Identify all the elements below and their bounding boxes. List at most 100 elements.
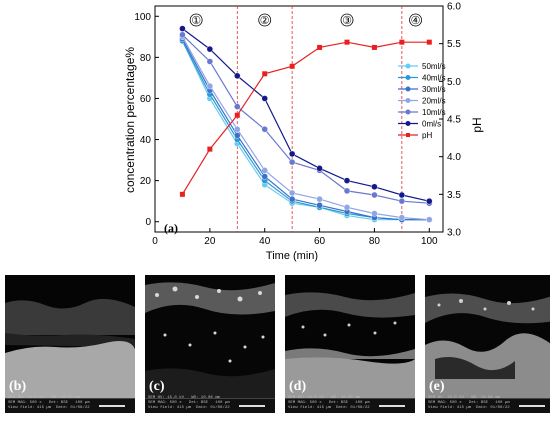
micrograph-info: SEM HV: 15.0 kV WD: 10.07 mm SEM MAG: 50… <box>8 396 90 410</box>
series-line <box>181 40 430 221</box>
y-tick-label-right: 5.0 <box>447 77 461 88</box>
data-point <box>206 58 214 65</box>
series-line <box>181 41 430 195</box>
y-axis-title-right: pH <box>470 117 484 132</box>
legend-marker <box>405 98 411 103</box>
micrograph-info: SEM HV: 15.0 kV WD: 10.06 mm SEM MAG: 50… <box>148 396 230 410</box>
micrograph-image <box>425 275 550 413</box>
legend-marker <box>405 63 411 69</box>
legend-label: 0ml/s <box>422 120 441 129</box>
x-tick-label: 40 <box>259 236 271 247</box>
micrograph-image <box>285 275 415 413</box>
data-point <box>234 103 241 110</box>
series-line <box>181 38 430 221</box>
stage-marker <box>409 13 422 27</box>
data-point <box>234 112 240 118</box>
data-point <box>371 191 378 199</box>
data-point <box>206 82 214 90</box>
legend-marker <box>405 121 411 126</box>
data-point <box>234 126 241 133</box>
sem-micrograph-e: SEM HV: 15.0 kV WD: 10.08 mm SEM MAG: 50… <box>425 275 550 413</box>
micrograph-image <box>5 275 135 413</box>
data-point <box>371 44 377 50</box>
sem-micrograph-d: SEM HV: 15.0 kV WD: 10.05 mm SEM MAG: 50… <box>285 275 415 413</box>
data-point <box>371 183 378 191</box>
stage-marker <box>258 13 272 27</box>
data-point <box>234 72 241 80</box>
micrograph-label: (d) <box>289 379 307 394</box>
data-point <box>398 197 406 205</box>
micrograph-info-bar <box>145 398 275 413</box>
x-tick-label: 20 <box>204 236 216 247</box>
data-point <box>343 177 351 184</box>
data-point <box>426 197 433 205</box>
data-point <box>206 45 214 53</box>
data-point <box>261 126 268 133</box>
micrograph-info-bar <box>5 398 135 413</box>
y-tick-label-right: 3.5 <box>447 190 461 201</box>
scale-bar <box>379 405 405 407</box>
legend-label: 20ml/s <box>422 97 446 106</box>
y-axis-title-left: concentration percentage% <box>123 47 137 193</box>
stage-label: ③ <box>342 15 352 27</box>
stage-marker <box>340 13 354 27</box>
micrograph-label: (e) <box>429 379 445 394</box>
y-tick-label-left: 100 <box>134 12 151 23</box>
data-point <box>261 173 268 180</box>
line-chart: (a) Time (min) concentration percentage%… <box>123 2 484 263</box>
sem-micrograph-b: SEM HV: 15.0 kV WD: 10.07 mm SEM MAG: 50… <box>5 275 135 413</box>
data-point <box>207 146 213 152</box>
data-point <box>288 195 296 203</box>
data-point <box>426 216 433 223</box>
sem-micrograph-c: SEM HV: 15.0 kV WD: 10.06 mm SEM MAG: 50… <box>145 275 275 413</box>
data-point <box>399 39 405 45</box>
data-point <box>343 187 351 195</box>
y-tick-label-left: 20 <box>140 176 152 187</box>
micrograph-info: SEM HV: 15.0 kV WD: 10.05 mm SEM MAG: 50… <box>288 396 370 410</box>
series-line <box>182 28 430 202</box>
data-point <box>371 210 378 217</box>
y-tick-label-left: 80 <box>140 53 152 64</box>
legend-label: 40ml/s <box>422 74 446 83</box>
y-tick-label-right: 4.5 <box>447 115 461 126</box>
data-point <box>426 39 432 45</box>
micrograph-image <box>145 275 275 413</box>
scale-bar <box>99 405 125 407</box>
data-point <box>343 204 351 211</box>
data-point <box>398 214 406 221</box>
stage-label: ② <box>260 15 270 27</box>
legend-marker <box>405 75 411 80</box>
series-line <box>181 40 430 221</box>
stage-label: ① <box>191 15 201 27</box>
micrograph-label: (b) <box>9 379 27 394</box>
legend-label: 30ml/s <box>422 85 446 94</box>
data-point <box>179 31 186 38</box>
legend-marker <box>405 109 411 115</box>
data-point <box>261 95 268 102</box>
y-tick-label-left: 40 <box>140 135 152 146</box>
legend-label: 50ml/s <box>422 62 446 71</box>
series-line <box>181 34 430 204</box>
stage-marker <box>189 13 203 27</box>
scale-bar <box>239 405 265 407</box>
legend-label: pH <box>422 131 432 140</box>
data-point <box>398 191 406 199</box>
y-tick-label-right: 4.0 <box>447 152 461 163</box>
micrograph-info: SEM HV: 15.0 kV WD: 10.08 mm SEM MAG: 50… <box>428 396 510 410</box>
legend-marker <box>406 133 410 137</box>
data-point <box>288 189 296 197</box>
legend-marker <box>405 86 411 92</box>
x-axis-title: Time (min) <box>266 250 318 262</box>
data-point <box>316 202 323 209</box>
y-tick-label-left: 0 <box>145 217 151 228</box>
y-tick-label-right: 6.0 <box>447 2 461 13</box>
series-line <box>181 36 430 221</box>
data-point <box>262 71 268 77</box>
data-point <box>179 191 185 197</box>
data-point <box>344 39 350 45</box>
y-tick-label-right: 3.0 <box>447 228 461 239</box>
y-tick-label-right: 5.5 <box>447 39 461 50</box>
panel-label: (a) <box>164 221 178 235</box>
micrograph-label: (c) <box>149 379 165 394</box>
micrograph-info-bar <box>285 398 415 413</box>
